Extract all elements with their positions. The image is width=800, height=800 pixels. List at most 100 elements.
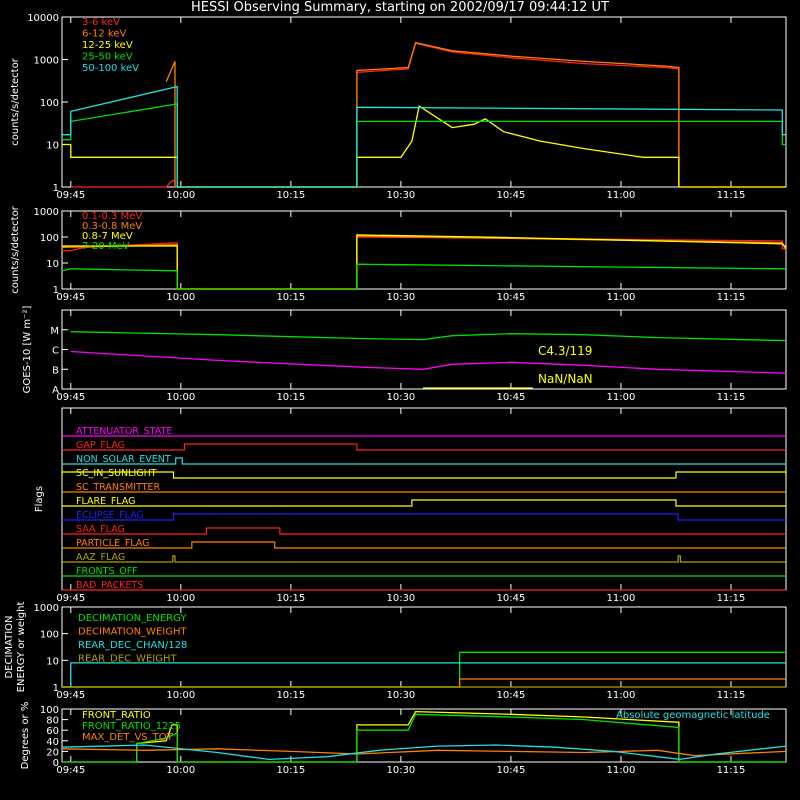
flag-label-sc-in-sunlight: SC_IN_SUNLIGHT: [76, 468, 157, 479]
flag-line-aaz-flag: [62, 555, 786, 563]
flag-label-aaz-flag: AAZ_FLAG: [76, 552, 125, 563]
flag-label-particle-flag: PARTICLE_FLAG: [76, 538, 149, 549]
flag-label-non-solar-event: NON_SOLAR_EVENT: [76, 454, 171, 465]
goes-series-short: [70, 350, 787, 374]
decimation-xtick-label: 10:00: [166, 690, 195, 701]
ratios-ytick-label: 40: [46, 737, 59, 748]
lightcurves-ytick-label: 1000: [34, 56, 59, 67]
high-energy-legend-item: 7-20 MeV: [82, 241, 130, 252]
flags-ylabel: Flags: [34, 486, 45, 512]
high-energy-xtick-label: 10:30: [386, 292, 415, 303]
lightcurves-ylabel: counts/s/detector: [10, 57, 21, 145]
flag-line-particle-flag: [62, 541, 786, 549]
lightcurves-series-12-25-kev: [62, 105, 786, 188]
flag-line-gap-flag: [62, 443, 786, 451]
flags-xtick-label: 10:30: [386, 593, 415, 604]
goes-ytick-label: C: [52, 346, 59, 357]
ratios-xtick-label: 09:45: [56, 765, 85, 776]
goes-xtick-label: 09:45: [56, 392, 85, 403]
lightcurves-series-50-100-kev: [62, 85, 786, 188]
decimation-ytick-label: 1000: [34, 603, 59, 614]
lightcurves-series-25-50-kev: [62, 103, 786, 188]
ratios-ytick-label: 60: [46, 726, 59, 737]
goes-xtick-label: 11:15: [717, 392, 746, 403]
goes-xtick-label: 10:15: [276, 392, 305, 403]
lightcurves-ytick-label: 10000: [27, 13, 59, 24]
high-energy-frame: [61, 210, 787, 290]
flags-xtick-label: 11:15: [717, 593, 746, 604]
lightcurves-legend-item: 6-12 keV: [82, 29, 126, 40]
lightcurves-ytick-label: 100: [40, 98, 59, 109]
high-energy-legend-item: 0.8-7 MeV: [82, 231, 133, 242]
ratios-xtick-label: 10:30: [386, 765, 415, 776]
lightcurves-xtick-label: 10:30: [386, 190, 415, 201]
flag-label-fronts-off: FRONTS_OFF: [76, 566, 138, 577]
flags-xtick-label: 10:15: [276, 593, 305, 604]
flags-xtick-label: 09:45: [56, 593, 85, 604]
ratios-ytick-label: 100: [40, 705, 59, 716]
ratios-frame: [61, 708, 787, 763]
lightcurves-series-6-12-kev: [165, 41, 680, 188]
flag-label-saa-flag: SAA_FLAG: [76, 524, 125, 535]
decimation-xtick-label: 10:45: [497, 690, 526, 701]
ratios-xtick-label: 10:00: [166, 765, 195, 776]
flag-label-flare-flag: FLARE_FLAG: [76, 496, 136, 507]
flags-xtick-label: 10:45: [497, 593, 526, 604]
ratios-legend-item: FRONT_RATIO: [82, 710, 151, 721]
flags-xtick-label: 11:00: [607, 593, 636, 604]
chart-title: HESSI Observing Summary, starting on 200…: [191, 0, 609, 15]
flag-label-gap-flag: GAP_FLAG: [76, 440, 125, 451]
ratios-series-max-det-vs-tot: [61, 748, 787, 757]
ratios-ylabel: Degrees or %: [20, 702, 31, 770]
flag-line-non-solar-event: [62, 457, 786, 465]
decimation-legend-item: DECIMATION_ENERGY: [78, 613, 187, 624]
high-energy-ytick-label: 100: [40, 233, 59, 244]
flag-line-flare-flag: [62, 499, 786, 507]
goes-xtick-label: 10:30: [386, 392, 415, 403]
goes-xtick-label: 10:00: [166, 392, 195, 403]
decimation-legend-item: REAR_DEC_CHAN/128: [78, 640, 187, 651]
flag-line-saa-flag: [62, 527, 786, 535]
high-energy-ytick-label: 1000: [34, 207, 59, 218]
ratios-series-front-ratio-1225: [62, 713, 786, 763]
decimation-xtick-label: 09:45: [56, 690, 85, 701]
high-energy-xtick-label: 09:45: [56, 292, 85, 303]
high-energy-ytick-label: 10: [46, 259, 59, 270]
decimation-ytick-label: 10: [46, 656, 59, 667]
lightcurves-xtick-label: 10:15: [276, 190, 305, 201]
high-energy-xtick-label: 10:00: [166, 292, 195, 303]
high-energy-series-7-20-mev: [61, 263, 786, 290]
high-energy-xtick-label: 11:15: [717, 292, 746, 303]
lightcurves-ytick-label: 10: [46, 141, 59, 152]
flag-label-sc-transmitter: SC_TRANSMITTER: [76, 482, 161, 493]
goes-annotation: NaN/NaN: [538, 372, 593, 386]
lightcurves-xtick-label: 09:45: [56, 190, 85, 201]
high-energy-xtick-label: 10:15: [276, 292, 305, 303]
goes-ytick-label: A: [52, 385, 59, 396]
high-energy-xtick-label: 11:00: [607, 292, 636, 303]
goes-frame: [61, 309, 787, 390]
ratios-xtick-label: 11:00: [607, 765, 636, 776]
decimation-series-rear-dec-chan-128: [62, 662, 786, 688]
high-energy-legend-item: 0.3-0.8 MeV: [82, 221, 142, 232]
flag-line-eclipse-flag: [62, 513, 786, 521]
goes-series-long: [70, 331, 787, 342]
decimation-ytick-label: 100: [40, 630, 59, 641]
goes-annotation: C4.3/119: [538, 344, 592, 358]
flags-xtick-label: 10:00: [166, 593, 195, 604]
decimation-series-decimation-weight: [62, 678, 786, 688]
ratios-ytick-label: 0: [53, 758, 59, 769]
flag-label-bad-packets: BAD_PACKETS: [76, 580, 143, 591]
lightcurves-legend-item: 25-50 keV: [82, 52, 133, 63]
lightcurves-legend-item: 50-100 keV: [82, 63, 139, 74]
high-energy-series-0-3-0-8-mev: [61, 235, 787, 290]
goes-ytick-label: M: [50, 326, 59, 337]
lightcurves-legend-item: 3-6 keV: [82, 17, 120, 28]
ratios-xtick-label: 11:15: [717, 765, 746, 776]
goes-ytick-label: B: [52, 365, 59, 376]
goes-xtick-label: 10:45: [497, 392, 526, 403]
decimation-ytick-label: 1: [53, 683, 59, 694]
flag-line-sc-in-sunlight: [61, 471, 787, 479]
flag-label-attenuator-state: ATTENUATOR_STATE: [76, 426, 172, 437]
